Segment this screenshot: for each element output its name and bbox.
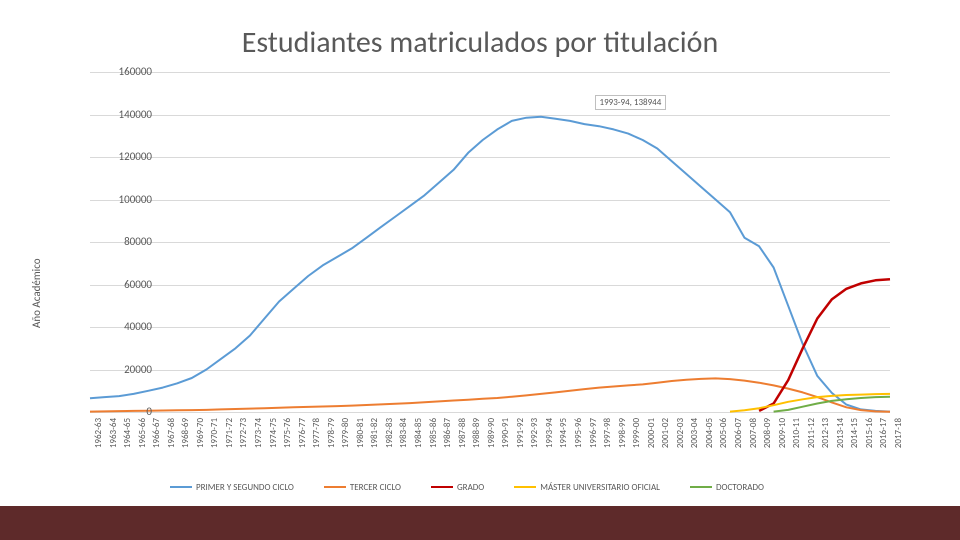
- x-tick-label: 2009-10: [777, 418, 788, 478]
- x-tick-label: 1992-93: [529, 418, 540, 478]
- x-tick-label: 1966-67: [151, 418, 162, 478]
- y-tick-label: 80000: [82, 235, 152, 248]
- x-tick-label: 2006-07: [733, 418, 744, 478]
- y-tick-label: 100000: [82, 193, 152, 206]
- legend-label: PRIMER Y SEGUNDO CICLO: [196, 482, 294, 493]
- x-tick-label: 2008-09: [762, 418, 773, 478]
- x-tick-label: 1967-68: [166, 418, 177, 478]
- x-tick-label: 1972-73: [238, 418, 249, 478]
- gridline: [90, 412, 890, 413]
- x-tick-label: 1991-92: [515, 418, 526, 478]
- x-tick-label: 1994-95: [558, 418, 569, 478]
- x-tick-label: 1976-77: [297, 418, 308, 478]
- x-tick-label: 1990-91: [500, 418, 511, 478]
- chart-title: Estudiantes matriculados por titulación: [0, 24, 960, 61]
- x-tick-label: 2005-06: [718, 418, 729, 478]
- legend-swatch: [690, 486, 712, 488]
- x-tick-label: 1986-87: [442, 418, 453, 478]
- x-tick-label: 2007-08: [748, 418, 759, 478]
- x-tick-label: 2002-03: [675, 418, 686, 478]
- x-tick-label: 1975-76: [282, 418, 293, 478]
- x-tick-label: 2000-01: [646, 418, 657, 478]
- x-tick-label: 1987-88: [457, 418, 468, 478]
- y-axis-label: Año Académico: [30, 258, 43, 328]
- x-tick-label: 1995-96: [573, 418, 584, 478]
- x-tick-label: 2013-14: [835, 418, 846, 478]
- x-tick-label: 1981-82: [369, 418, 380, 478]
- series-line: [759, 279, 890, 411]
- legend-swatch: [170, 486, 192, 488]
- legend: PRIMER Y SEGUNDO CICLO TERCER CICLO GRADO M…: [170, 480, 890, 496]
- x-tick-label: 1965-66: [137, 418, 148, 478]
- x-axis-ticks: 1962-63 1963-641964-65 1965-661966-67 1967-…: [90, 418, 890, 488]
- x-tick-label: 2011-12: [806, 418, 817, 478]
- x-tick-label: 1993-94: [544, 418, 555, 478]
- x-tick-label: 2001-02: [660, 418, 671, 478]
- x-tick-label: 1984-85: [413, 418, 424, 478]
- legend-item: MÁSTER UNIVERSITARIO OFICIAL: [514, 482, 660, 493]
- legend-item: GRADO: [431, 482, 484, 493]
- legend-label: GRADO: [457, 482, 484, 493]
- x-tick-label: 2004-05: [704, 418, 715, 478]
- x-tick-label: 1962-63: [93, 418, 104, 478]
- x-tick-label: 2017-18: [893, 418, 904, 478]
- x-tick-label: 2016-17: [878, 418, 889, 478]
- legend-item: PRIMER Y SEGUNDO CICLO: [170, 482, 294, 493]
- plot-area: 1993-94, 138944: [90, 72, 890, 412]
- y-tick-label: 20000: [82, 363, 152, 376]
- legend-label: MÁSTER UNIVERSITARIO OFICIAL: [540, 482, 660, 493]
- legend-label: TERCER CICLO: [350, 482, 401, 493]
- legend-label: DOCTORADO: [716, 482, 764, 493]
- x-tick-label: 1983-84: [398, 418, 409, 478]
- x-tick-label: 1997-98: [602, 418, 613, 478]
- x-tick-label: 1978-79: [326, 418, 337, 478]
- y-tick-label: 40000: [82, 320, 152, 333]
- x-tick-label: 1971-72: [224, 418, 235, 478]
- legend-item: DOCTORADO: [690, 482, 764, 493]
- x-tick-label: 2010-11: [791, 418, 802, 478]
- y-tick-label: 160000: [82, 65, 152, 78]
- x-tick-label: 2003-04: [689, 418, 700, 478]
- legend-swatch: [514, 486, 536, 488]
- x-tick-label: 1977-78: [311, 418, 322, 478]
- x-tick-label: 1985-86: [428, 418, 439, 478]
- x-tick-label: 2014-15: [849, 418, 860, 478]
- y-tick-label: 140000: [82, 108, 152, 121]
- x-tick-label: 1989-90: [486, 418, 497, 478]
- x-tick-label: 1968-69: [180, 418, 191, 478]
- x-tick-label: 1970-71: [209, 418, 220, 478]
- y-tick-label: 60000: [82, 278, 152, 291]
- x-tick-label: 1982-83: [384, 418, 395, 478]
- series-line: [774, 397, 890, 412]
- x-tick-label: 1988-89: [471, 418, 482, 478]
- x-tick-label: 1998-99: [617, 418, 628, 478]
- x-tick-label: 1999-00: [631, 418, 642, 478]
- x-tick-label: 1973-74: [253, 418, 264, 478]
- y-tick-label: 0: [82, 405, 152, 418]
- data-callout: 1993-94, 138944: [595, 95, 667, 110]
- x-tick-label: 1963-64: [108, 418, 119, 478]
- x-tick-label: 1964-65: [122, 418, 133, 478]
- footer-bar: [0, 506, 960, 540]
- chart-lines: [90, 72, 890, 412]
- series-line: [90, 117, 890, 412]
- x-tick-label: 1979-80: [340, 418, 351, 478]
- x-tick-label: 1996-97: [588, 418, 599, 478]
- x-tick-label: 1980-81: [355, 418, 366, 478]
- legend-item: TERCER CICLO: [324, 482, 401, 493]
- x-tick-label: 1974-75: [268, 418, 279, 478]
- x-tick-label: 2012-13: [820, 418, 831, 478]
- x-tick-label: 2015-16: [864, 418, 875, 478]
- x-tick-label: 1969-70: [195, 418, 206, 478]
- legend-swatch: [431, 486, 453, 488]
- y-tick-label: 120000: [82, 150, 152, 163]
- legend-swatch: [324, 486, 346, 488]
